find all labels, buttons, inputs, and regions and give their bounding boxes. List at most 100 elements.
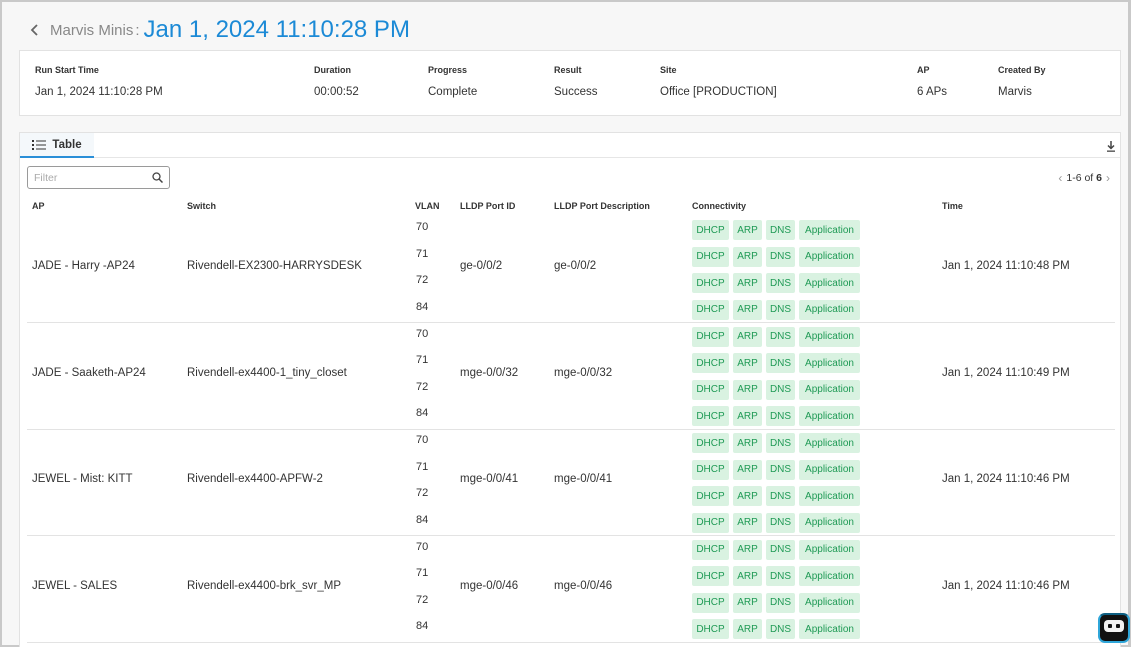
dns-status-tag[interactable]: DNS — [766, 486, 795, 506]
dns-status-tag[interactable]: DNS — [766, 326, 795, 347]
marvis-assistant-button[interactable] — [1098, 613, 1130, 643]
lldp-port-description-cell: ge-0/0/2 — [554, 260, 597, 272]
application-status-tag[interactable]: Application — [799, 220, 860, 240]
application-status-tag[interactable]: Application — [799, 273, 860, 293]
dns-status-tag[interactable]: DNS — [766, 299, 795, 320]
dhcp-status-tag[interactable]: DHCP — [692, 379, 729, 400]
breadcrumb[interactable]: Marvis Minis — [50, 21, 134, 39]
dns-status-tag[interactable]: DNS — [766, 539, 795, 560]
arp-status-tag[interactable]: ARP — [733, 273, 762, 293]
lldp-port-description-cell: mge-0/0/46 — [554, 579, 613, 592]
dns-status-tag[interactable]: DNS — [766, 619, 795, 639]
dns-status-tag[interactable]: DNS — [766, 592, 795, 613]
application-status-tag[interactable]: Application — [799, 619, 860, 639]
application-status-tag[interactable]: Application — [799, 592, 860, 613]
column-header-vlan[interactable]: VLAN — [415, 201, 440, 211]
arp-status-tag[interactable]: ARP — [733, 459, 762, 480]
application-status-tag[interactable]: Application — [799, 539, 860, 560]
application-status-tag[interactable]: Application — [799, 566, 860, 586]
download-icon[interactable] — [1106, 139, 1116, 157]
progress-value: Complete — [428, 86, 478, 98]
switch-cell: Rivendell-ex4400-APFW-2 — [187, 473, 323, 485]
ap-field: AP 6 APs — [917, 65, 947, 98]
dhcp-status-tag[interactable]: DHCP — [692, 512, 729, 533]
arp-status-tag[interactable]: ARP — [733, 406, 762, 426]
chevron-right-icon[interactable]: › — [1106, 171, 1110, 185]
dns-status-tag[interactable]: DNS — [766, 379, 795, 400]
dhcp-status-tag[interactable]: DHCP — [692, 220, 729, 240]
vlan-cell: 72 — [416, 593, 429, 606]
vlan-cell: 71 — [416, 354, 429, 366]
arp-status-tag[interactable]: ARP — [733, 486, 762, 506]
arp-status-tag[interactable]: ARP — [733, 566, 762, 586]
table-row[interactable]: JADE - Saaketh-AP24 Rivendell-ex4400-1_ti… — [27, 324, 1115, 430]
filter-input[interactable] — [34, 171, 144, 184]
tab-table[interactable]: Table — [20, 133, 94, 158]
arp-status-tag[interactable]: ARP — [733, 379, 762, 400]
dhcp-status-tag[interactable]: DHCP — [692, 406, 729, 426]
application-status-tag[interactable]: Application — [799, 406, 860, 426]
dns-status-tag[interactable]: DNS — [766, 246, 795, 267]
arp-status-tag[interactable]: ARP — [733, 353, 762, 373]
ap-name-cell: JADE - Saaketh-AP24 — [32, 366, 146, 379]
application-status-tag[interactable]: Application — [799, 246, 860, 267]
dhcp-status-tag[interactable]: DHCP — [692, 246, 729, 267]
dhcp-status-tag[interactable]: DHCP — [692, 539, 729, 560]
arp-status-tag[interactable]: ARP — [733, 246, 762, 267]
arp-status-tag[interactable]: ARP — [733, 619, 762, 639]
arp-status-tag[interactable]: ARP — [733, 539, 762, 560]
application-status-tag[interactable]: Application — [799, 512, 860, 533]
dns-status-tag[interactable]: DNS — [766, 459, 795, 480]
chevron-left-icon[interactable]: ‹ — [1058, 171, 1063, 185]
dhcp-status-tag[interactable]: DHCP — [692, 273, 729, 293]
dns-status-tag[interactable]: DNS — [766, 353, 795, 373]
arp-status-tag[interactable]: ARP — [733, 512, 762, 533]
application-status-tag[interactable]: Application — [799, 486, 860, 506]
table-row[interactable]: JADE - Harry -AP24 Rivendell-EX2300-HARRY… — [27, 217, 1115, 323]
dhcp-status-tag[interactable]: DHCP — [692, 619, 729, 639]
time-cell: Jan 1, 2024 11:10:46 PM — [942, 579, 1070, 592]
dns-status-tag[interactable]: DNS — [766, 273, 795, 293]
dhcp-status-tag[interactable]: DHCP — [692, 459, 729, 480]
column-header-ap[interactable]: AP — [32, 201, 45, 211]
arp-status-tag[interactable]: ARP — [733, 592, 762, 613]
search-icon[interactable] — [152, 172, 163, 183]
application-status-tag[interactable]: Application — [799, 379, 860, 400]
application-status-tag[interactable]: Application — [799, 459, 860, 480]
dhcp-status-tag[interactable]: DHCP — [692, 486, 729, 506]
dhcp-status-tag[interactable]: DHCP — [692, 433, 729, 453]
dhcp-status-tag[interactable]: DHCP — [692, 326, 729, 347]
arp-status-tag[interactable]: ARP — [733, 433, 762, 453]
chevron-left-icon[interactable] — [30, 23, 44, 37]
dhcp-status-tag[interactable]: DHCP — [692, 592, 729, 613]
dns-status-tag[interactable]: DNS — [766, 433, 795, 453]
duration-value: 00:00:52 — [314, 86, 359, 98]
dns-status-tag[interactable]: DNS — [766, 566, 795, 586]
arp-status-tag[interactable]: ARP — [733, 299, 762, 320]
application-status-tag[interactable]: Application — [799, 326, 860, 347]
column-header-time[interactable]: Time — [942, 201, 963, 211]
dhcp-status-tag[interactable]: DHCP — [692, 299, 729, 320]
lldp-port-id-cell: mge-0/0/32 — [460, 366, 519, 379]
column-header-switch[interactable]: Switch — [187, 201, 217, 211]
progress-field: Progress Complete — [428, 65, 477, 98]
application-status-tag[interactable]: Application — [799, 299, 860, 320]
column-header-lldp-port-description[interactable]: LLDP Port Description — [554, 201, 650, 211]
arp-status-tag[interactable]: ARP — [733, 220, 762, 240]
column-header-connectivity[interactable]: Connectivity — [692, 201, 747, 211]
dns-status-tag[interactable]: DNS — [766, 406, 795, 426]
arp-status-tag[interactable]: ARP — [733, 326, 762, 347]
table-row[interactable]: JEWEL - SALES Rivendell-ex4400-brk_svr_MP… — [27, 537, 1115, 643]
column-header-lldp-port-id[interactable]: LLDP Port ID — [460, 201, 516, 211]
application-status-tag[interactable]: Application — [799, 353, 860, 373]
table-row[interactable]: JEWEL - Mist: KITT Rivendell-ex4400-APFW-… — [27, 430, 1115, 536]
application-status-tag[interactable]: Application — [799, 433, 860, 453]
site-field: Site Office [PRODUCTION] — [660, 65, 777, 98]
dns-status-tag[interactable]: DNS — [766, 220, 795, 240]
dhcp-status-tag[interactable]: DHCP — [692, 353, 729, 373]
dns-status-tag[interactable]: DNS — [766, 512, 795, 533]
dhcp-status-tag[interactable]: DHCP — [692, 566, 729, 586]
tab-bar: Table — [20, 133, 1120, 158]
vlan-cell: 72 — [416, 380, 429, 393]
